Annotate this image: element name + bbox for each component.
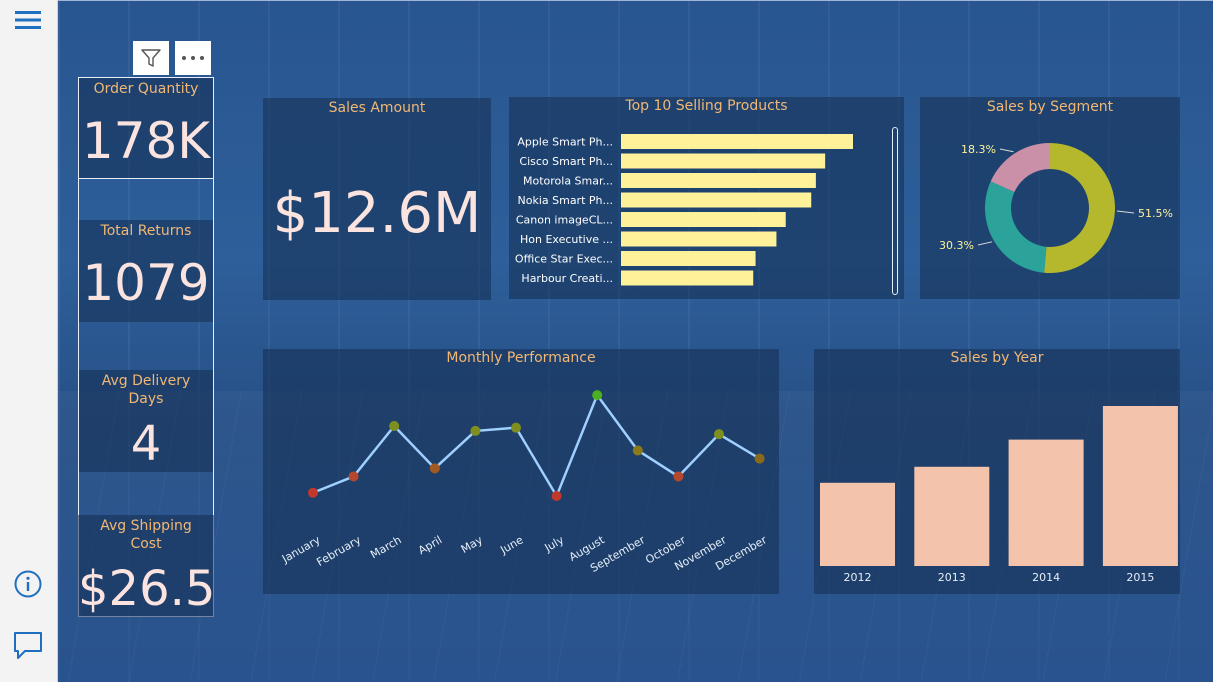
order-quantity-value: 178K <box>81 112 211 170</box>
sales-amount-label: Sales Amount <box>328 100 426 116</box>
month-label: June <box>497 533 525 557</box>
segment-label: 51.5% <box>1138 207 1173 220</box>
avg-shipping-card[interactable]: Avg Shipping Cost $26.5 <box>78 515 216 617</box>
sales-amount-value: $12.6M <box>272 181 482 246</box>
monthly-point[interactable] <box>511 422 521 433</box>
segment-leader-line <box>1116 210 1135 214</box>
avg-shipping-value: $26.5 <box>78 561 216 617</box>
avg-delivery-card[interactable]: Avg Delivery Days 4 <box>78 370 214 472</box>
product-label: Canon imageCL... <box>516 214 613 227</box>
yearly-title: Sales by Year <box>950 350 1044 366</box>
segment-leader-line <box>977 241 993 246</box>
year-label: 2012 <box>844 571 872 584</box>
top-products-svg: Apple Smart Ph... Cisco Smart Ph... Motoro… <box>515 134 853 286</box>
total-returns-card[interactable]: Total Returns 1079 <box>78 220 214 322</box>
monthly-point[interactable] <box>348 471 359 482</box>
product-label: Nokia Smart Ph... <box>518 194 614 207</box>
monthly-point[interactable] <box>308 487 318 498</box>
month-label: March <box>368 533 404 561</box>
product-bar[interactable] <box>621 231 777 247</box>
filter-button[interactable] <box>133 41 169 75</box>
product-bar[interactable] <box>621 212 786 227</box>
order-quantity-card[interactable]: Order Quantity 178K <box>78 77 214 179</box>
product-bar[interactable] <box>621 192 812 208</box>
year-bar[interactable] <box>1008 439 1084 566</box>
product-label: Apple Smart Ph... <box>517 136 613 149</box>
more-options-button[interactable] <box>175 41 211 75</box>
avg-shipping-label: Avg Shipping Cost <box>100 518 192 552</box>
monthly-point[interactable] <box>429 463 440 474</box>
year-label: 2014 <box>1032 571 1060 584</box>
monthly-chart[interactable]: Monthly Performance January February March… <box>263 349 779 594</box>
year-bar[interactable] <box>914 466 990 566</box>
monthly-line <box>312 392 761 499</box>
monthly-point[interactable] <box>673 471 684 482</box>
segment-slice[interactable] <box>1044 143 1116 273</box>
hamburger-menu-icon[interactable] <box>8 2 48 38</box>
segment-label: 30.3% <box>939 239 974 252</box>
month-label: April <box>416 533 444 557</box>
total-returns-value: 1079 <box>82 254 210 312</box>
segment-title: Sales by Segment <box>986 99 1114 115</box>
total-returns-label: Total Returns <box>100 223 192 239</box>
more-options-icon <box>182 56 204 60</box>
comment-icon[interactable] <box>8 627 48 663</box>
year-bar[interactable] <box>1102 406 1178 566</box>
product-bar[interactable] <box>621 251 756 266</box>
product-label: Cisco Smart Ph... <box>519 155 613 168</box>
scrollbar[interactable] <box>892 127 898 295</box>
info-icon[interactable] <box>8 566 48 602</box>
year-bar[interactable] <box>820 482 895 566</box>
year-label: 2013 <box>938 571 966 584</box>
top-products-chart[interactable]: Top 10 Selling Products Apple Smart Ph..… <box>509 97 904 299</box>
yearly-svg: 2012 2013 2014 2015 <box>820 406 1178 584</box>
month-label: May <box>459 533 486 556</box>
product-bar[interactable] <box>621 134 853 149</box>
segment-slice[interactable] <box>985 181 1047 273</box>
monthly-point[interactable] <box>714 429 724 440</box>
report-canvas: Order Quantity 178K Total Returns 1079 A… <box>58 0 1213 682</box>
month-label: February <box>314 533 363 569</box>
left-sidebar <box>0 0 58 682</box>
product-label: Harbour Creati... <box>521 272 613 285</box>
product-label: Motorola Smar... <box>523 175 613 188</box>
monthly-title: Monthly Performance <box>446 350 596 366</box>
segment-leader-line <box>999 148 1014 153</box>
filter-icon <box>141 49 161 67</box>
sales-amount-card[interactable]: Sales Amount $12.6M <box>263 98 491 300</box>
top-products-title: Top 10 Selling Products <box>625 98 788 114</box>
product-bar[interactable] <box>621 153 826 169</box>
segment-chart[interactable]: Sales by Segment 51.5% 30.3% 18.3% <box>920 97 1180 299</box>
monthly-point[interactable] <box>551 490 562 501</box>
avg-delivery-label: Avg Delivery Days <box>101 373 191 407</box>
product-bar[interactable] <box>621 173 816 188</box>
monthly-point[interactable] <box>632 445 643 456</box>
yearly-chart[interactable]: Sales by Year 2012 2013 2014 2015 <box>814 349 1180 594</box>
product-label: Hon Executive ... <box>520 233 613 246</box>
monthly-point[interactable] <box>389 421 400 432</box>
product-label: Office Star Exec... <box>515 253 613 266</box>
month-label: July <box>542 533 567 555</box>
monthly-point[interactable] <box>592 390 603 401</box>
avg-delivery-value: 4 <box>130 416 162 472</box>
monthly-point[interactable] <box>754 453 765 464</box>
monthly-point[interactable] <box>470 425 481 436</box>
order-quantity-label: Order Quantity <box>93 81 199 97</box>
year-label: 2015 <box>1126 571 1154 584</box>
segment-slice[interactable] <box>990 143 1050 193</box>
segment-label: 18.3% <box>961 143 996 156</box>
product-bar[interactable] <box>621 270 754 286</box>
segment-svg: 51.5% 30.3% 18.3% <box>939 143 1173 273</box>
